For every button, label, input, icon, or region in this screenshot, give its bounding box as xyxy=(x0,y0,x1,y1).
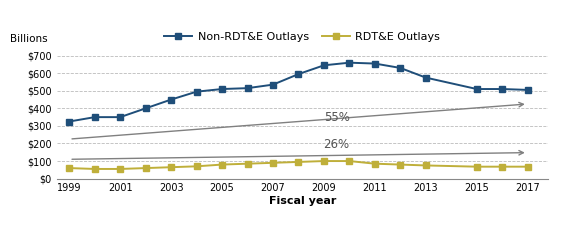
RDT&E Outlays xyxy=(219,163,225,166)
RDT&E Outlays xyxy=(193,165,200,168)
RDT&E Outlays xyxy=(142,167,149,169)
Text: Billions: Billions xyxy=(10,34,47,44)
RDT&E Outlays xyxy=(295,161,302,163)
Text: 55%: 55% xyxy=(324,111,350,124)
Text: 26%: 26% xyxy=(324,138,350,151)
Non-RDT&E Outlays xyxy=(270,83,276,86)
Non-RDT&E Outlays xyxy=(193,90,200,93)
RDT&E Outlays xyxy=(397,163,404,166)
Non-RDT&E Outlays xyxy=(219,88,225,90)
RDT&E Outlays xyxy=(117,168,124,170)
RDT&E Outlays xyxy=(423,164,429,167)
Line: Non-RDT&E Outlays: Non-RDT&E Outlays xyxy=(66,60,531,125)
RDT&E Outlays xyxy=(92,168,98,170)
Non-RDT&E Outlays xyxy=(524,89,531,91)
Non-RDT&E Outlays xyxy=(346,61,353,64)
Legend: Non-RDT&E Outlays, RDT&E Outlays: Non-RDT&E Outlays, RDT&E Outlays xyxy=(164,32,440,42)
Non-RDT&E Outlays xyxy=(244,87,251,90)
RDT&E Outlays xyxy=(244,162,251,165)
RDT&E Outlays xyxy=(524,165,531,168)
RDT&E Outlays xyxy=(168,166,175,169)
RDT&E Outlays xyxy=(320,160,327,162)
RDT&E Outlays xyxy=(371,162,378,165)
Non-RDT&E Outlays xyxy=(168,98,175,101)
Non-RDT&E Outlays xyxy=(295,73,302,76)
X-axis label: Fiscal year: Fiscal year xyxy=(268,196,336,206)
RDT&E Outlays xyxy=(346,160,353,162)
Non-RDT&E Outlays xyxy=(423,76,429,79)
Non-RDT&E Outlays xyxy=(66,120,73,123)
Non-RDT&E Outlays xyxy=(397,67,404,69)
Line: RDT&E Outlays: RDT&E Outlays xyxy=(67,158,531,172)
Non-RDT&E Outlays xyxy=(371,62,378,65)
RDT&E Outlays xyxy=(499,165,506,168)
RDT&E Outlays xyxy=(473,165,480,168)
Non-RDT&E Outlays xyxy=(499,88,506,90)
RDT&E Outlays xyxy=(66,167,73,169)
Non-RDT&E Outlays xyxy=(117,116,124,119)
Non-RDT&E Outlays xyxy=(92,116,98,119)
Non-RDT&E Outlays xyxy=(320,64,327,67)
Non-RDT&E Outlays xyxy=(473,88,480,90)
Non-RDT&E Outlays xyxy=(142,107,149,110)
RDT&E Outlays xyxy=(270,161,276,164)
